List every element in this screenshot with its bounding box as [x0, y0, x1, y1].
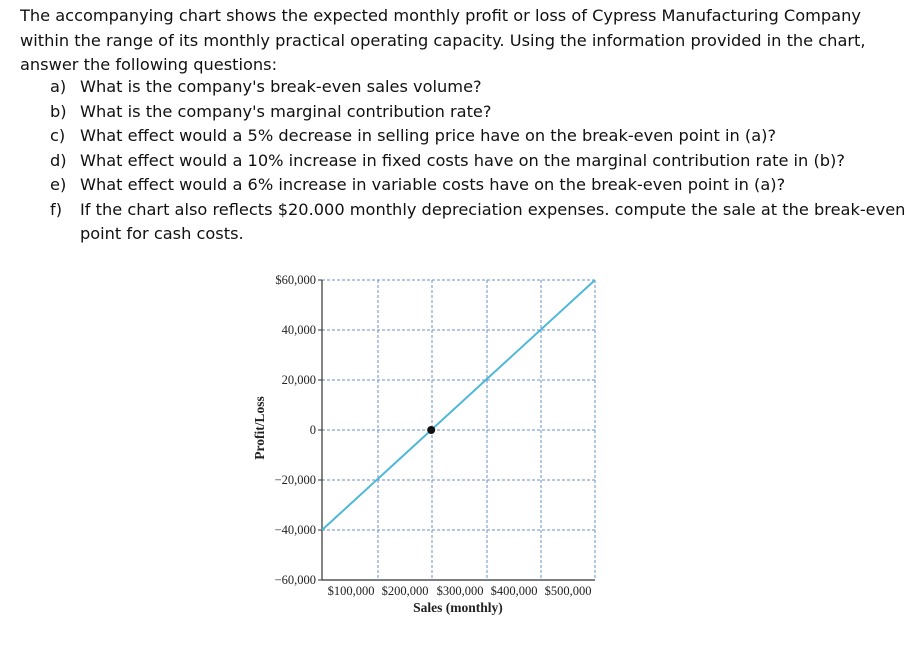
- y-axis-label: Profit/Loss: [252, 396, 267, 460]
- x-tick-label: $400,000: [491, 584, 538, 598]
- question-text: What effect would a 6% increase in varia…: [80, 175, 786, 194]
- question-text: If the chart also reflects $20.000 month…: [80, 199, 906, 244]
- question-item: f) If the chart also reflects $20.000 mon…: [50, 198, 910, 247]
- question-item: e) What effect would a 6% increase in var…: [50, 173, 910, 198]
- x-tick-label: $200,000: [382, 584, 429, 598]
- question-mark: d): [50, 150, 67, 170]
- y-tick-label: −40,000: [275, 523, 316, 537]
- x-axis-label: Sales (monthly): [413, 600, 503, 615]
- question-text: What effect would a 10% increase in fixe…: [80, 150, 845, 170]
- x-tick-label: $500,000: [545, 584, 592, 598]
- question-item: a) What is the company's break-even sales…: [50, 75, 910, 100]
- question-mark: b): [50, 101, 67, 121]
- y-tick-labels: $60,000 40,000 20,000 0 −20,000 −40,000 −60,00…: [275, 273, 316, 587]
- question-list: a) What is the company's break-even sales…: [50, 75, 910, 247]
- y-tick-label: 20,000: [282, 373, 316, 387]
- chart-grid: [322, 279, 596, 580]
- question-text: What is the company's marginal contribut…: [80, 101, 492, 121]
- profit-loss-line: [321, 279, 596, 531]
- question-mark: e): [50, 175, 67, 194]
- y-tick-label: −60,000: [275, 573, 316, 587]
- question-text: What is the company's break-even sales v…: [80, 77, 482, 96]
- question-item: d) What effect would a 10% increase in fi…: [50, 149, 910, 174]
- break-even-point-marker: [427, 426, 436, 434]
- question-mark: f): [50, 199, 63, 219]
- intro-text: The accompanying chart shows the expecte…: [20, 6, 866, 74]
- problem-intro: The accompanying chart shows the expecte…: [20, 4, 900, 78]
- y-tick-label: 40,000: [282, 323, 316, 337]
- question-item: b) What is the company's marginal contrib…: [50, 100, 910, 125]
- question-mark: c): [50, 126, 66, 145]
- x-tick-label: $100,000: [328, 584, 375, 598]
- question-mark: a): [50, 77, 67, 96]
- question-text: What effect would a 5% decrease in selli…: [80, 126, 777, 145]
- y-tick-label: $60,000: [275, 273, 316, 287]
- x-tick-labels: $100,000 $200,000 $300,000 $400,000 $500,000: [328, 584, 592, 598]
- y-tick-label: −20,000: [275, 473, 316, 487]
- y-tick-label: 0: [310, 423, 316, 437]
- chart-series: [321, 279, 596, 531]
- x-tick-label: $300,000: [437, 584, 484, 598]
- question-item: c) What effect would a 5% decrease in sel…: [50, 124, 910, 149]
